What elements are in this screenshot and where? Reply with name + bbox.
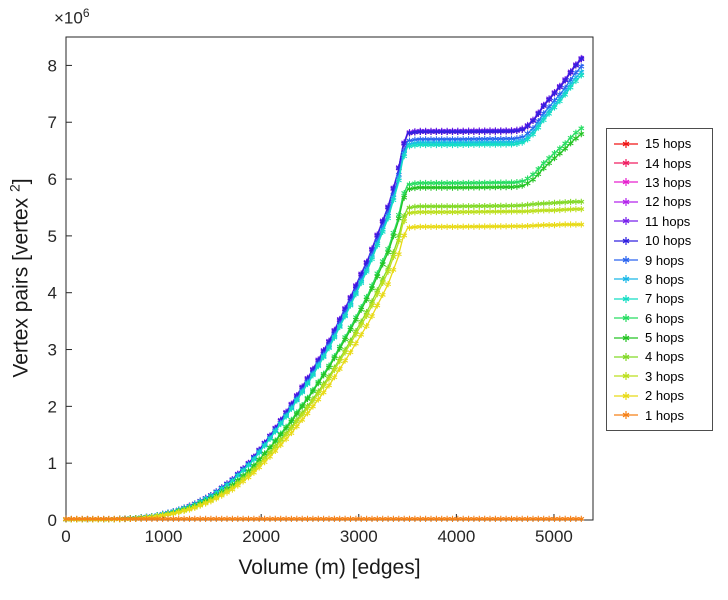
y-tick-label: 7	[48, 113, 57, 132]
legend-item-label: 15 hops	[645, 136, 692, 152]
legend-line-marker-icon	[614, 333, 638, 342]
series-markers-13-hops	[63, 56, 585, 523]
series-markers-14-hops	[63, 56, 585, 523]
series-markers-10-hops	[63, 56, 585, 523]
legend-item-label: 13 hops	[645, 174, 692, 190]
legend-item-label: 4 hops	[645, 349, 685, 365]
x-tick-label: 4000	[437, 527, 475, 546]
y-tick-label: 8	[48, 56, 57, 75]
legend-item[interactable]: 15 hops	[613, 134, 706, 153]
y-axis-exponent: ×106	[54, 6, 90, 29]
x-tick-label: 3000	[340, 527, 378, 546]
legend-item-label: 10 hops	[645, 233, 692, 249]
x-tick-label: 1000	[145, 527, 183, 546]
series-markers-5-hops	[63, 131, 585, 523]
series-markers-11-hops	[63, 54, 585, 523]
legend-item-label: 3 hops	[645, 368, 685, 384]
legend-line-marker-icon	[614, 256, 638, 265]
legend-line-marker-icon	[614, 294, 638, 303]
legend-item[interactable]: 3 hops	[613, 367, 706, 386]
legend-item-label: 7 hops	[645, 291, 685, 307]
legend-item-label: 11 hops	[645, 213, 691, 229]
x-axis-label: Volume (m) [edges]	[238, 556, 421, 579]
axes-box	[65, 36, 594, 521]
series-line-15-hops	[66, 56, 584, 521]
legend-line-marker-icon	[614, 372, 638, 381]
legend-item[interactable]: 8 hops	[613, 270, 706, 289]
y-tick-label: 1	[48, 454, 57, 473]
y-tick-label: 0	[48, 511, 57, 530]
legend-item[interactable]: 6 hops	[613, 309, 706, 328]
series-line-3-hops	[66, 208, 584, 521]
legend-item-label: 9 hops	[645, 252, 685, 268]
legend-item-label: 14 hops	[645, 155, 692, 171]
legend-item[interactable]: 10 hops	[613, 231, 706, 250]
x-tick-label: 5000	[535, 527, 573, 546]
series-line-10-hops	[66, 56, 584, 521]
y-tick-label: 5	[48, 227, 57, 246]
x-tick-label: 0	[61, 527, 70, 546]
y-tick-label: 6	[48, 170, 57, 189]
legend: 15 hops 14 hops 13 hops 12 hops 11 hops 10 ho…	[606, 128, 713, 431]
series-markers-3-hops	[63, 206, 585, 523]
legend-item-label: 2 hops	[645, 388, 685, 404]
series-markers-15-hops	[63, 56, 585, 523]
x-tick-label: 2000	[242, 527, 280, 546]
legend-line-marker-icon	[614, 178, 638, 187]
legend-line-marker-icon	[614, 391, 638, 400]
legend-item[interactable]: 7 hops	[613, 289, 706, 308]
legend-line-marker-icon	[614, 236, 638, 245]
legend-item-label: 6 hops	[645, 310, 685, 326]
legend-item-label: 8 hops	[645, 271, 685, 287]
legend-line-marker-icon	[614, 197, 638, 206]
legend-line-marker-icon	[614, 314, 638, 323]
legend-item[interactable]: 4 hops	[613, 347, 706, 366]
legend-item[interactable]: 11 hops	[613, 212, 706, 231]
y-tick-label: 4	[48, 284, 57, 303]
series-line-4-hops	[66, 201, 584, 521]
series-line-14-hops	[66, 56, 584, 521]
legend-line-marker-icon	[614, 217, 638, 226]
legend-item-label: 5 hops	[645, 330, 685, 346]
series-markers-1-hops	[63, 515, 585, 522]
series-line-13-hops	[66, 56, 584, 521]
exponent-base: ×10	[54, 8, 83, 28]
exponent-value: 6	[82, 6, 90, 20]
legend-line-marker-icon	[614, 275, 638, 284]
legend-item[interactable]: 12 hops	[613, 192, 706, 211]
legend-line-marker-icon	[614, 411, 638, 420]
y-tick-label: 3	[48, 341, 57, 360]
legend-item-label: 1 hops	[645, 407, 685, 423]
legend-line-marker-icon	[614, 352, 638, 361]
legend-item-label: 12 hops	[645, 194, 692, 210]
legend-item[interactable]: 9 hops	[613, 250, 706, 269]
legend-line-marker-icon	[614, 159, 638, 168]
series-line-5-hops	[66, 131, 584, 521]
legend-line-marker-icon	[614, 139, 638, 148]
legend-item[interactable]: 13 hops	[613, 173, 706, 192]
legend-item[interactable]: 5 hops	[613, 328, 706, 347]
series-markers-4-hops	[63, 198, 585, 523]
legend-item[interactable]: 14 hops	[613, 153, 706, 172]
y-tick-label: 2	[48, 397, 57, 416]
legend-item[interactable]: 1 hops	[613, 405, 706, 424]
series-markers-12-hops	[63, 56, 585, 523]
series-line-12-hops	[66, 56, 584, 521]
series-line-11-hops	[66, 55, 584, 521]
legend-item[interactable]: 2 hops	[613, 386, 706, 405]
